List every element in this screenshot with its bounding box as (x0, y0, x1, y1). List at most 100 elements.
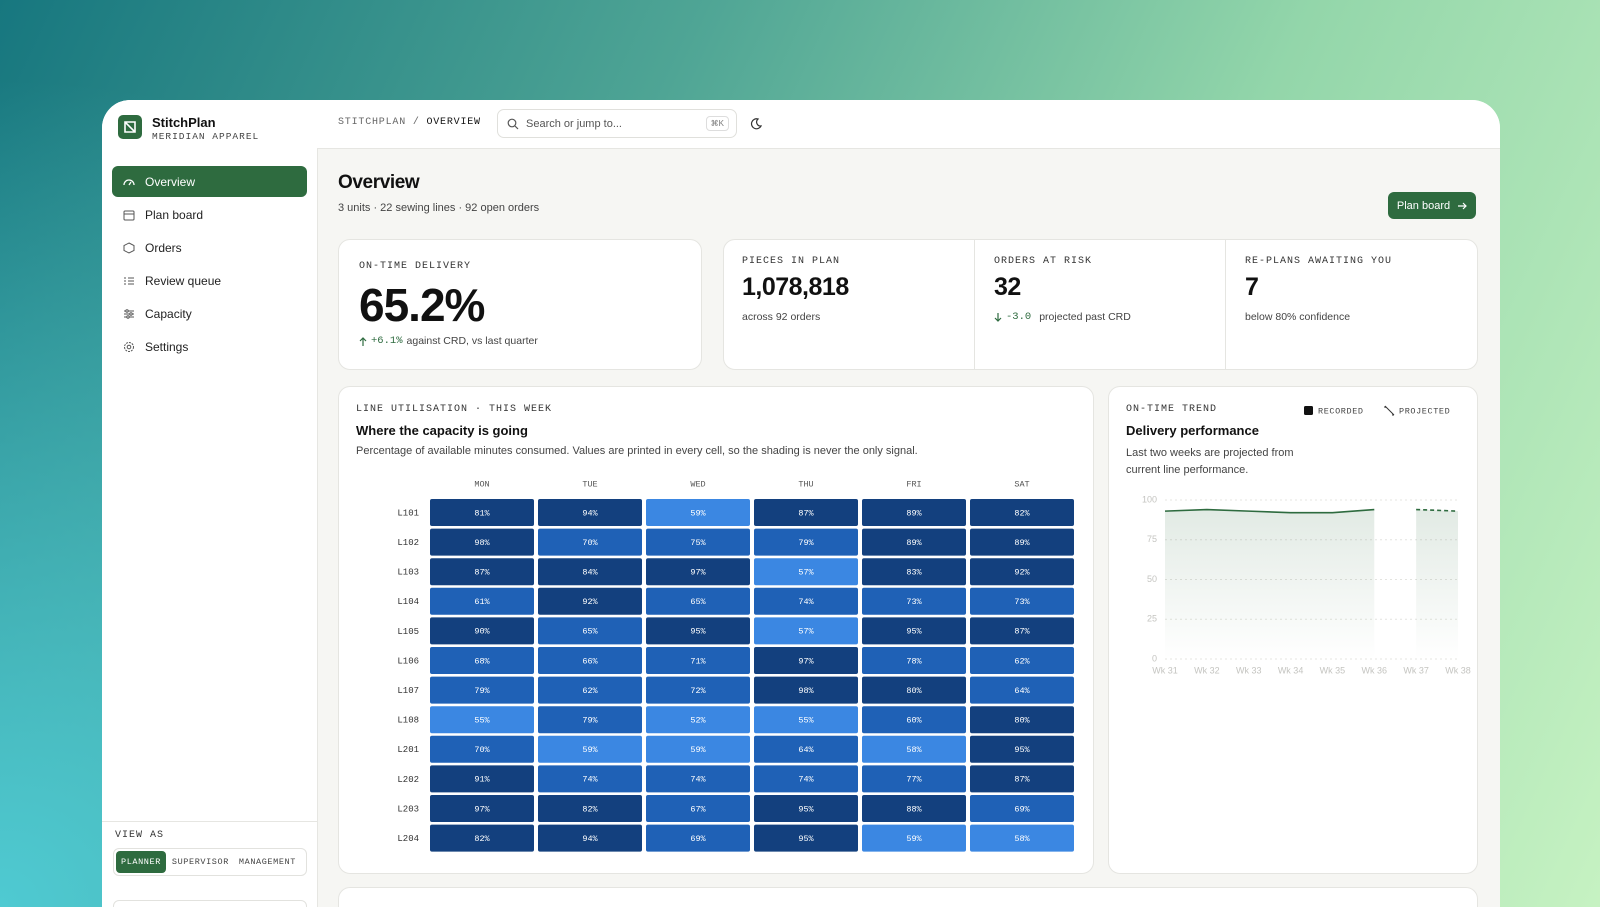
cell-label: 74% (690, 775, 706, 785)
cell-label: 58% (906, 745, 922, 755)
nav-item[interactable]: Plan board (112, 199, 307, 230)
heat-cell (538, 735, 642, 763)
sidebar: StitchPlan MERIDIAN APPAREL Overview Pla… (102, 100, 318, 907)
heat-cell (646, 824, 750, 852)
brand-name: StitchPlan (152, 115, 216, 130)
divider (974, 240, 975, 369)
heat-cell (754, 824, 858, 852)
trend-chart: 0 25 50 75 100 Wk 31 Wk 32 Wk 33 Wk 34 Wk 35 Wk 36… (1142, 405, 1471, 675)
kpi-note: across 92 orders (742, 311, 821, 323)
nav-item[interactable]: Capacity (112, 298, 307, 329)
column-label: TUE (582, 479, 597, 489)
trend-card: ON-TIME TREND Delivery performance Last … (1108, 386, 1478, 874)
legend-swatch (1384, 405, 1395, 416)
heat-cell (646, 528, 750, 556)
nav-item[interactable]: Overview (112, 166, 307, 197)
cell-label: 79% (582, 715, 598, 725)
heat-cell (862, 528, 966, 556)
cell-label: 71% (690, 656, 706, 666)
cell-label: 91% (474, 775, 490, 785)
page-title: Overview (338, 172, 420, 193)
cell-label: 73% (1014, 597, 1030, 607)
card-description: Last two weeks are projected from curren… (1126, 447, 1294, 476)
heat-cell (970, 647, 1074, 674)
breadcrumb-separator: / (412, 117, 420, 128)
nav-item[interactable]: Review queue (112, 265, 307, 296)
kpi-label: PIECES IN PLAN (742, 256, 841, 267)
y-tick-label: 100 (1142, 494, 1157, 504)
cell-label: 65% (582, 627, 598, 637)
heat-cell (538, 587, 642, 615)
heat-cell (430, 676, 534, 704)
kpi-value: 1,078,818 (742, 273, 849, 301)
app-window: StitchPlan MERIDIAN APPAREL Overview Pla… (102, 100, 1500, 907)
view-option[interactable]: SUPERVISOR (171, 857, 229, 867)
heat-cell (970, 617, 1074, 645)
cell-label: 64% (798, 745, 814, 755)
column-label: MON (474, 479, 489, 489)
view-option[interactable]: MANAGEMENT (238, 857, 296, 867)
heat-cell (862, 647, 966, 674)
heat-cell (754, 499, 858, 526)
heat-cell (646, 587, 750, 615)
lower-card (338, 887, 1478, 907)
heat-cell (538, 795, 642, 822)
heat-cell (970, 706, 1074, 734)
search-box[interactable]: Search or jump to... ⌘K (497, 109, 737, 138)
heat-cell (970, 558, 1074, 586)
kpi-value: 65.2% (359, 279, 485, 331)
legend-label: PROJECTED (1399, 406, 1450, 416)
y-tick-label: 75 (1147, 534, 1157, 544)
heatmap-card: LINE UTILISATION · THIS WEEK Where the c… (338, 386, 1094, 874)
button-label: Plan board (1396, 199, 1451, 212)
heat-cell (430, 795, 534, 822)
heat-cell (970, 795, 1074, 822)
kpi-note: +6.1% against CRD, vs last quarter (359, 335, 538, 347)
heat-cell (754, 558, 858, 586)
heat-cell (646, 795, 750, 822)
cell-label: 97% (798, 656, 814, 666)
cell-label: 79% (798, 538, 814, 548)
card-eyebrow: LINE UTILISATION · THIS WEEK (356, 404, 553, 415)
brand-logo (118, 115, 142, 139)
heat-cell (970, 765, 1074, 793)
cell-label: 82% (1014, 508, 1030, 518)
card-eyebrow: ON-TIME TREND (1126, 404, 1218, 415)
cell-label: 94% (582, 508, 598, 518)
heat-cell (430, 617, 534, 645)
cell-label: 81% (474, 508, 490, 518)
plan-board-button[interactable]: Plan board (1388, 192, 1476, 219)
kpi-value: 7 (1245, 273, 1259, 301)
view-option[interactable]: PLANNER (116, 851, 166, 873)
cell-label: 95% (798, 804, 814, 814)
kpi-delta: -3.0 (1006, 311, 1032, 323)
cell-label: 95% (906, 627, 922, 637)
heat-cell (646, 735, 750, 763)
cell-label: 87% (1014, 627, 1030, 637)
area (1416, 509, 1458, 659)
nav-item[interactable]: Orders (112, 232, 307, 263)
breadcrumb-item[interactable]: STITCHPLAN (338, 117, 407, 128)
cell-label: 59% (690, 508, 706, 518)
row-label: L105 (397, 627, 419, 637)
breadcrumb-item: OVERVIEW (426, 117, 481, 128)
cell-label: 80% (906, 686, 922, 696)
heat-cell (754, 647, 858, 674)
kpi-delta: +6.1% (371, 335, 403, 347)
cell-label: 92% (1014, 567, 1030, 577)
heat-cell (646, 647, 750, 674)
theme-toggle[interactable] (749, 117, 762, 130)
cell-label: 97% (474, 804, 490, 814)
heat-cell (970, 676, 1074, 704)
brand-org: MERIDIAN APPAREL (152, 131, 260, 142)
cell-label: 55% (474, 715, 490, 725)
nav-item[interactable]: Settings (112, 331, 307, 362)
heat-cell (538, 676, 642, 704)
divider (1225, 240, 1226, 369)
cell-label: 59% (690, 745, 706, 755)
cell-label: 65% (690, 597, 706, 607)
x-tick-label: Wk 31 (1152, 665, 1178, 675)
heat-cell (754, 765, 858, 793)
heat-cell (538, 528, 642, 556)
